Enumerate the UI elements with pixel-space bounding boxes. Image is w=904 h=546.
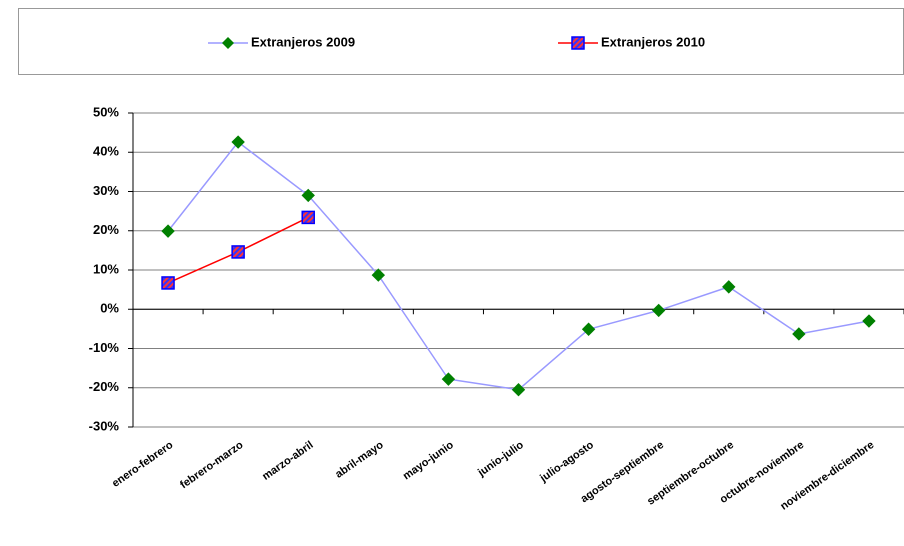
diamond-marker	[651, 303, 666, 318]
y-tick-label: 40%	[93, 144, 119, 159]
legend-marker	[222, 37, 234, 49]
x-tick-label: abril-mayo	[333, 439, 386, 481]
y-tick-label: -30%	[89, 418, 120, 433]
square-marker	[231, 245, 245, 259]
diamond-marker	[722, 280, 736, 294]
x-tick-label: febrero-marzo	[178, 439, 246, 491]
legend-label: Extranjeros 2009	[251, 34, 355, 49]
x-tick-label: julio-agosto	[537, 439, 596, 485]
y-tick-label: 0%	[100, 301, 119, 316]
x-tick-label: marzo-abril	[260, 439, 315, 483]
y-tick-label: 30%	[93, 183, 119, 198]
diamond-marker	[301, 188, 315, 203]
x-tick-label: mayo-junio	[401, 439, 456, 483]
diamond-marker	[511, 383, 526, 397]
y-tick-label: -20%	[89, 379, 120, 394]
y-tick-label: -10%	[89, 340, 120, 355]
x-tick-label: enero-febrero	[110, 439, 176, 490]
square-marker	[161, 276, 175, 290]
y-tick-label: 10%	[93, 261, 119, 276]
legend-label: Extranjeros 2010	[601, 34, 705, 49]
diamond-marker	[371, 268, 386, 282]
series-line	[167, 141, 870, 391]
diamond-marker	[792, 327, 806, 341]
diamond-marker	[441, 372, 456, 386]
diamond-marker	[231, 135, 245, 149]
legend-marker	[571, 36, 585, 50]
square-marker	[301, 210, 315, 225]
diamond-marker	[581, 322, 596, 336]
legend-box	[18, 8, 904, 75]
x-tick-label: junio-julio	[475, 439, 526, 480]
y-tick-label: 20%	[93, 222, 119, 237]
y-tick-label: 50%	[93, 104, 119, 119]
diamond-marker	[862, 314, 876, 328]
diamond-marker	[161, 224, 175, 238]
